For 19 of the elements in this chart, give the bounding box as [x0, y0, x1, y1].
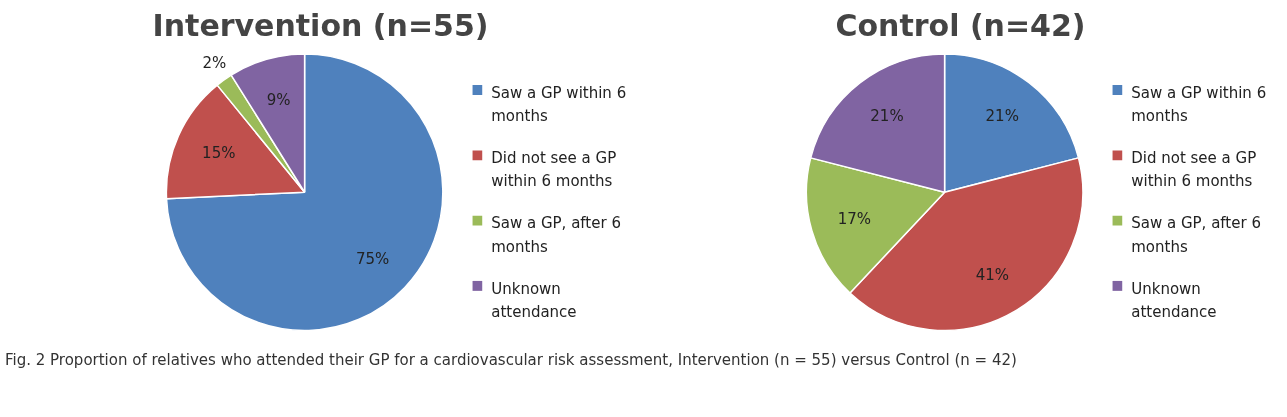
data-label: 15% [202, 143, 236, 162]
legend-label: Saw a GP within 6 months [1131, 83, 1267, 126]
data-label: 75% [355, 249, 390, 268]
data-label: 2% [202, 54, 227, 73]
chart-title: Control (n=42) [835, 7, 1086, 43]
legend-label: Saw a GP, after 6 months [1131, 214, 1261, 256]
legend-label: Unknown attendance [1131, 279, 1217, 321]
data-label: 17% [837, 210, 872, 229]
caption: Fig. 2 Proportion of relatives who attended their GP for a cardiovascular risk assessment, Intervention (n = 55) versus Control (n = 42) [5, 350, 1017, 371]
data-label: 21% [985, 107, 1019, 125]
chart-title: Intervention (n=55) [152, 7, 489, 43]
legend-label: Saw a GP within 6 months [491, 83, 627, 126]
legend-label: Unknown attendance [491, 279, 577, 321]
legend-label: Did not see a GP within 6 months [491, 148, 617, 191]
data-label: 9% [266, 90, 291, 109]
data-label: 21% [870, 107, 904, 125]
data-label: 41% [975, 266, 1010, 285]
legend-label: Saw a GP, after 6 months [491, 214, 621, 256]
legend-label: Did not see a GP within 6 months [1131, 148, 1257, 191]
